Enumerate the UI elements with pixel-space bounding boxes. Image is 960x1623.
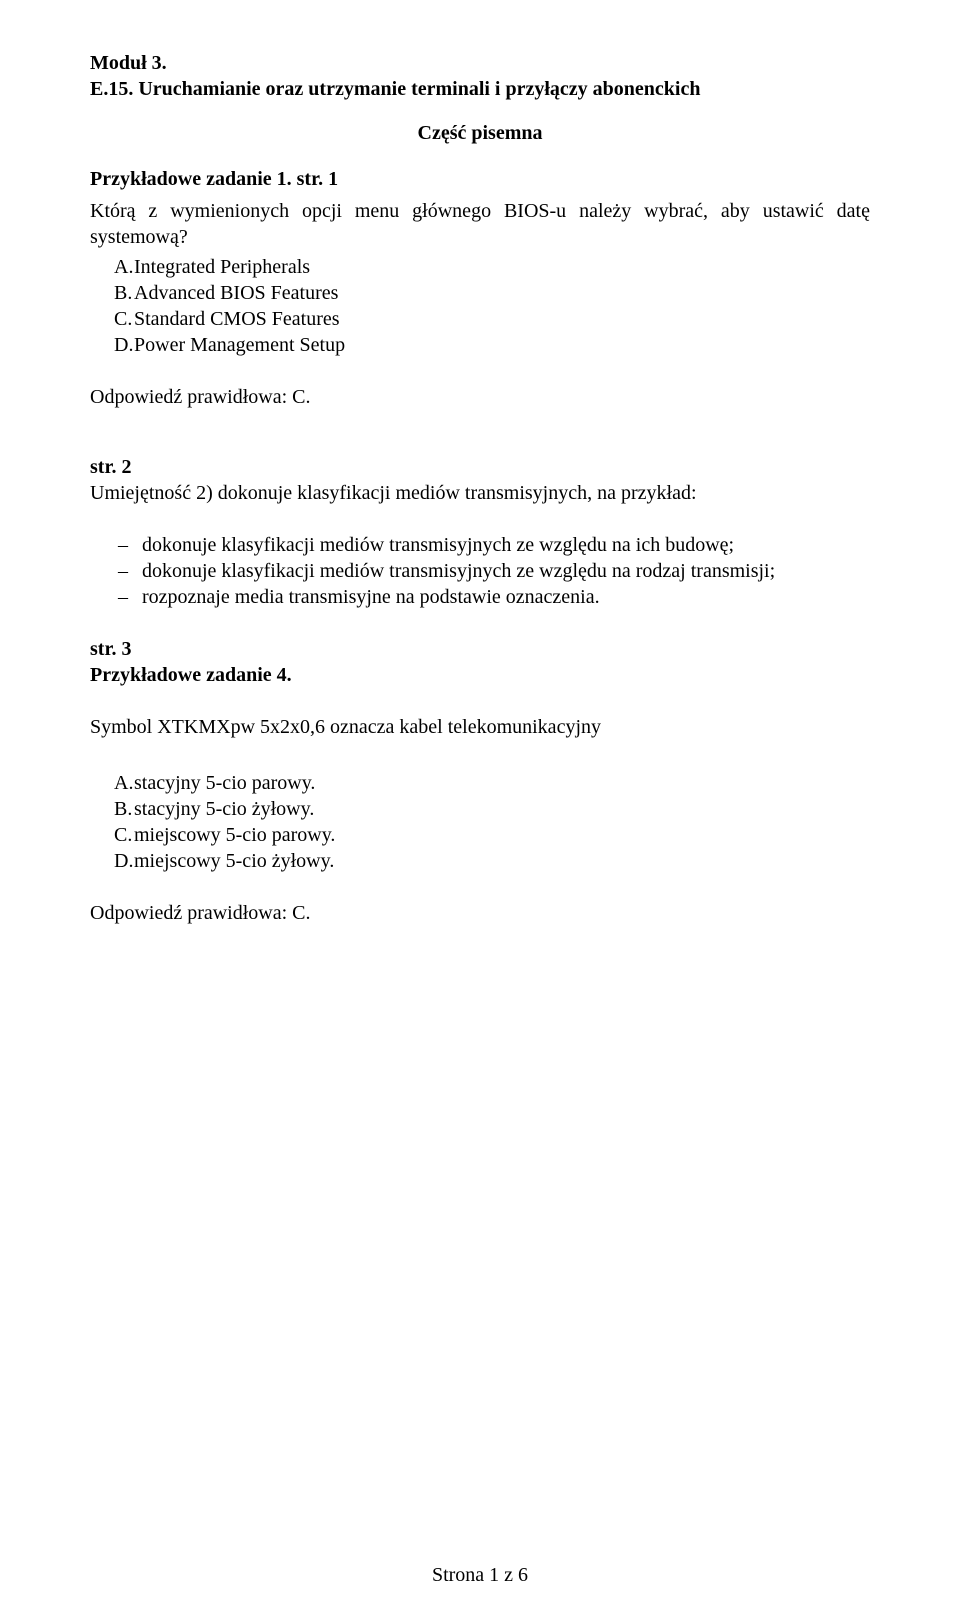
q4-option-a: A.stacyjny 5-cio parowy. — [90, 770, 870, 796]
spacer — [90, 506, 870, 532]
q4-answer: Odpowiedź prawidłowa: C. — [90, 900, 870, 926]
q4-options: A.stacyjny 5-cio parowy. B.stacyjny 5-ci… — [90, 770, 870, 874]
spacer — [90, 688, 870, 714]
option-text: stacyjny 5-cio żyłowy. — [134, 798, 314, 820]
option-prefix-d: D. — [114, 332, 133, 358]
option-prefix-b: B. — [114, 796, 132, 822]
module-title: E.15. Uruchamianie oraz utrzymanie termi… — [90, 76, 870, 102]
list-item: dokonuje klasyfikacji mediów transmisyjn… — [90, 532, 870, 558]
q1-option-a: A.Integrated Peripherals — [90, 254, 870, 280]
q1-options: A.Integrated Peripherals B.Advanced BIOS… — [90, 254, 870, 358]
page: Moduł 3. E.15. Uruchamianie oraz utrzyma… — [0, 0, 960, 1623]
spacer — [90, 410, 870, 454]
spacer — [90, 874, 870, 900]
option-text: stacyjny 5-cio parowy. — [134, 772, 315, 794]
list-item: rozpoznaje media transmisyjne na podstaw… — [90, 584, 870, 610]
q1-option-c: C.Standard CMOS Features — [90, 306, 870, 332]
q1-option-b: B.Advanced BIOS Features — [90, 280, 870, 306]
option-prefix-a: A. — [114, 254, 133, 280]
module-number: Moduł 3. — [90, 50, 870, 76]
spacer — [90, 610, 870, 636]
option-text: Standard CMOS Features — [134, 308, 340, 330]
option-prefix-c: C. — [114, 822, 132, 848]
q1-heading: Przykładowe zadanie 1. str. 1 — [90, 166, 870, 192]
spacer — [90, 146, 870, 166]
option-text: miejscowy 5-cio żyłowy. — [134, 850, 334, 872]
option-prefix-d: D. — [114, 848, 133, 874]
module-header: Moduł 3. E.15. Uruchamianie oraz utrzyma… — [90, 50, 870, 102]
list-item: dokonuje klasyfikacji mediów transmisyjn… — [90, 558, 870, 584]
q4-option-b: B.stacyjny 5-cio żyłowy. — [90, 796, 870, 822]
page-footer: Strona 1 z 6 — [0, 1564, 960, 1587]
q1-option-d: D.Power Management Setup — [90, 332, 870, 358]
section-label: Część pisemna — [90, 120, 870, 146]
skill2-heading: str. 2 — [90, 454, 870, 480]
q4-option-c: C.miejscowy 5-cio parowy. — [90, 822, 870, 848]
option-text: Power Management Setup — [134, 334, 345, 356]
q4-heading: Przykładowe zadanie 4. — [90, 662, 870, 688]
q1-answer: Odpowiedź prawidłowa: C. — [90, 384, 870, 410]
skill2-intro: Umiejętność 2) dokonuje klasyfikacji med… — [90, 480, 870, 506]
q1-intro: Którą z wymienionych opcji menu głównego… — [90, 198, 870, 250]
option-text: Integrated Peripherals — [134, 256, 310, 278]
q4-page-ref: str. 3 — [90, 636, 870, 662]
spacer — [90, 740, 870, 766]
q4-intro: Symbol XTKMXpw 5x2x0,6 oznacza kabel tel… — [90, 714, 870, 740]
option-prefix-a: A. — [114, 770, 133, 796]
option-text: miejscowy 5-cio parowy. — [134, 824, 335, 846]
option-text: Advanced BIOS Features — [134, 282, 338, 304]
option-prefix-c: C. — [114, 306, 132, 332]
skill2-list: dokonuje klasyfikacji mediów transmisyjn… — [90, 532, 870, 610]
spacer — [90, 358, 870, 384]
option-prefix-b: B. — [114, 280, 132, 306]
q4-option-d: D.miejscowy 5-cio żyłowy. — [90, 848, 870, 874]
